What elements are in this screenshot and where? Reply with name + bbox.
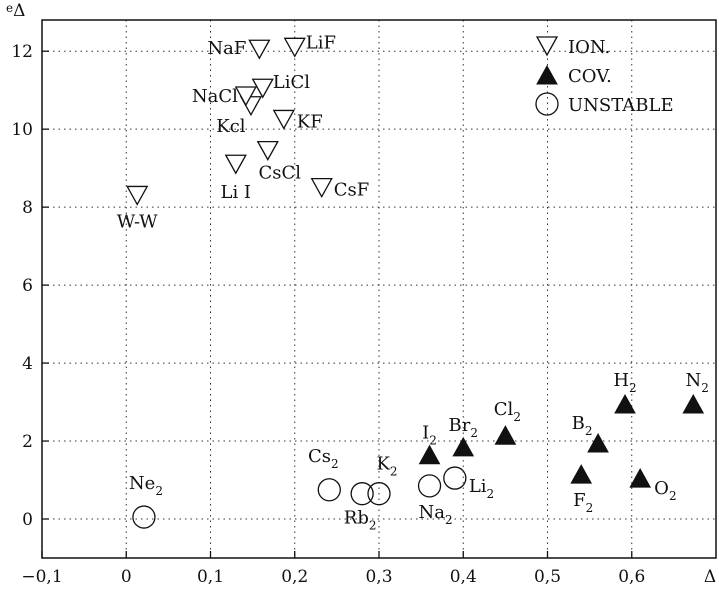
point-label: Ne2 [129,473,163,498]
point-label: I2 [422,423,437,448]
point-label: LiF [306,32,336,53]
data-point [587,432,609,453]
legend-label: COV. [568,66,612,87]
x-tick-label: 0,5 [534,567,561,587]
legend-marker [535,92,559,116]
x-tick-label: 0,3 [365,567,392,587]
point-label: O2 [654,478,676,503]
x-tick-label: 0,4 [450,567,477,587]
point-label: LiCl [273,72,310,93]
data-point [234,86,257,107]
y-tick-label: 12 [11,42,33,62]
y-tick-label: 6 [22,276,33,296]
data-point [248,39,271,60]
y-tick-label: 4 [22,354,33,374]
data-point [367,482,391,506]
point-label: CsCl [259,163,302,184]
data-point [317,478,341,502]
grid [41,20,716,558]
point-label: Br2 [449,415,478,440]
point-label: Li2 [469,476,494,501]
data-point [629,468,652,488]
legend-label: UNSTABLE [568,95,674,116]
x-tick-label: −0,1 [21,567,62,587]
data-point [256,140,279,161]
y-axis-label: eΔ [6,1,25,21]
data-point [417,474,442,498]
x-tick-label: 0,1 [197,567,224,587]
y-tick-label: 10 [11,120,33,140]
point-label: CsF [334,180,370,201]
point-label: Li I [221,182,252,203]
data-point [224,154,247,175]
data-point [494,425,517,445]
legend-marker [536,64,558,85]
data-point [126,185,149,206]
point-label: H2 [613,370,636,395]
point-label: F2 [573,490,593,515]
y-tick-label: 2 [22,432,33,452]
point-label: B2 [572,413,593,438]
x-axis-label: Δ [704,567,716,587]
data-points: W-W Li I CsCl CsF Kcl NaCl LiCl KF NaF LiF I2 Br2 Cl… [117,32,709,532]
point-label: Kcl [216,116,246,137]
axis-labels: −0,1 0 0,1 0,2 0,3 0,4 0,5 0,6 0 2 4 6 8 10 12 eΔ Δ [6,1,716,587]
x-tick-label: 0 [121,567,132,587]
legend: ION. COV. UNSTABLE [535,36,674,116]
x-tick-label: 0,6 [618,567,645,587]
data-point [350,482,374,506]
point-label: W-W [117,211,158,232]
data-point [682,393,705,414]
data-point [452,436,475,457]
point-label: NaF [207,38,246,59]
data-point [132,505,156,529]
data-point [443,466,467,490]
y-tick-label: 0 [22,510,33,530]
legend-marker [535,36,559,57]
data-point [251,78,274,99]
x-tick-label: 0,2 [281,567,308,587]
point-label: NaCl [192,86,238,107]
point-label: K2 [376,454,397,479]
point-label: N2 [686,370,709,395]
data-point [310,177,333,198]
point-label: Na2 [418,502,452,527]
y-tick-label: 8 [22,198,33,218]
point-label: Cs2 [308,446,339,471]
data-point [614,393,636,414]
data-point [272,109,295,130]
point-label: Rb2 [344,508,377,533]
data-point [418,444,441,465]
data-point [283,37,306,58]
legend-label: ION. [568,37,610,58]
axis-ticks [41,50,633,558]
point-label: Cl2 [494,399,521,424]
data-point [570,464,593,484]
point-label: KF [297,111,323,132]
